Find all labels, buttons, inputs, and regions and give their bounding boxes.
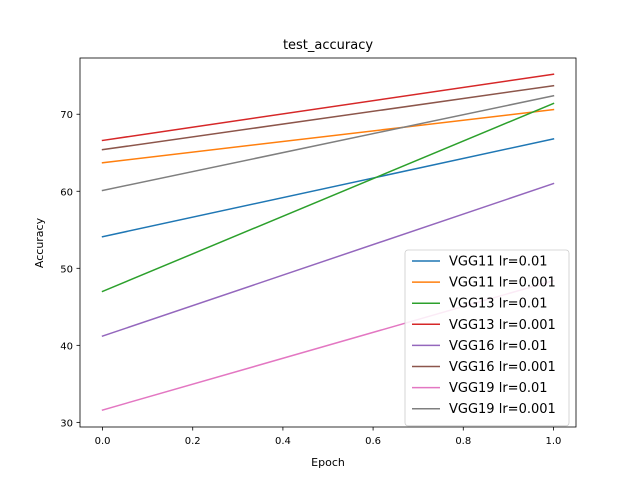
y-axis-label: Accuracy <box>33 217 46 268</box>
series-line-0 <box>101 137 555 238</box>
legend-entry-label: VGG11 lr=0.001 <box>449 276 556 291</box>
x-axis-label: Epoch <box>311 456 345 469</box>
axes-frame <box>79 57 577 428</box>
legend-entry-label: VGG16 lr=0.001 <box>449 360 556 375</box>
legend-box <box>404 249 570 427</box>
legend-entry-label: VGG16 lr=0.01 <box>449 339 548 354</box>
x-tick-label: 0.6 <box>365 436 381 447</box>
series-line-5 <box>101 84 555 151</box>
x-tick-label: 0.8 <box>455 436 471 447</box>
legend-entry-label: VGG13 lr=0.01 <box>449 297 548 312</box>
x-tick-label: 0.2 <box>185 436 201 447</box>
y-tick-label: 50 <box>60 264 73 275</box>
y-tick-label: 70 <box>60 110 73 121</box>
series-line-4 <box>101 182 555 338</box>
y-tick-label: 40 <box>60 341 73 352</box>
series-line-7 <box>101 94 555 192</box>
series-line-1 <box>101 108 555 164</box>
legend: VGG11 lr=0.01 VGG11 lr=0.001 VGG13 lr=0.01… <box>404 249 570 427</box>
x-tick-label: 1.0 <box>546 436 562 447</box>
x-tick-label: 0.0 <box>95 436 111 447</box>
legend-entry-label: VGG11 lr=0.01 <box>449 255 548 270</box>
series-line-3 <box>101 73 555 142</box>
series-line-2 <box>101 102 555 293</box>
y-tick-label: 60 <box>60 187 73 198</box>
legend-entry-label: VGG19 lr=0.01 <box>449 381 548 396</box>
legend-entry-label: VGG19 lr=0.001 <box>449 402 556 417</box>
chart-title: test_accuracy <box>283 38 373 53</box>
x-tick-label: 0.4 <box>275 436 291 447</box>
y-tick-label: 30 <box>60 418 73 429</box>
legend-entry-label: VGG13 lr=0.001 <box>449 318 556 333</box>
